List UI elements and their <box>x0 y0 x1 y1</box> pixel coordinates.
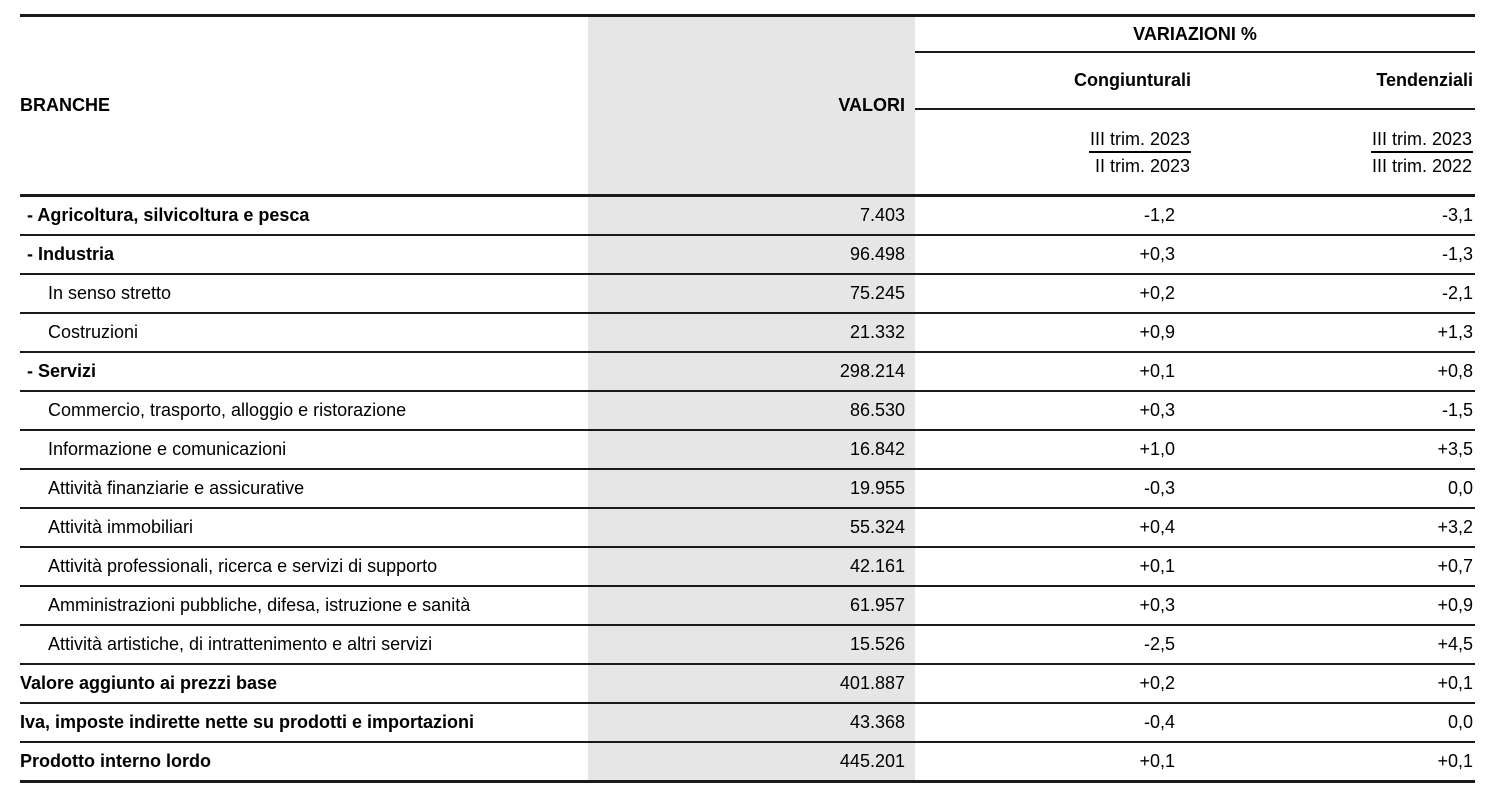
table-row: Commercio, trasporto, alloggio e ristora… <box>20 392 1475 431</box>
congiunturali-period-denominator: II trim. 2023 <box>1094 155 1190 176</box>
valori-value: 55.324 <box>588 509 915 546</box>
valori-value: 19.955 <box>588 470 915 507</box>
tendenziali-period-fraction: III trim. 2023 III trim. 2022 <box>1196 129 1475 176</box>
row-label: In senso stretto <box>48 283 172 303</box>
congiunturali-value: +0,3 <box>1139 400 1175 420</box>
row-label: - Industria <box>27 244 115 264</box>
tendenziali-value: -3,1 <box>1441 205 1473 225</box>
variazioni-header-group: VARIAZIONI % Congiunturali Tendenziali I… <box>915 17 1475 194</box>
table-row: Valore aggiunto ai prezzi base 401.887 +0,… <box>20 665 1475 704</box>
table-row: Attività immobiliari 55.324 +0,4 +3,2 <box>20 509 1475 548</box>
table-row: Attività professionali, ricerca e serviz… <box>20 548 1475 587</box>
table-header: BRANCHE VALORI VARIAZIONI % Congiuntural… <box>20 17 1475 197</box>
row-label: Attività finanziarie e assicurative <box>48 478 305 498</box>
tendenziali-value: +0,8 <box>1437 361 1473 381</box>
table-row: - Servizi 298.214 +0,1 +0,8 <box>20 353 1475 392</box>
row-label: Amministrazioni pubbliche, difesa, istru… <box>48 595 471 615</box>
tendenziali-value: -1,5 <box>1441 400 1473 420</box>
tendenziali-value: +4,5 <box>1437 634 1473 654</box>
tendenziali-value: +1,3 <box>1437 322 1473 342</box>
table-row: - Agricoltura, silvicoltura e pesca 7.403… <box>20 197 1475 236</box>
valori-value: 15.526 <box>588 626 915 663</box>
congiunturali-value: -0,3 <box>1143 478 1175 498</box>
column-header-tendenziali: Tendenziali <box>1376 70 1473 90</box>
congiunturali-value: +0,1 <box>1139 361 1175 381</box>
variazioni-title: VARIAZIONI % <box>915 17 1475 53</box>
table-row: - Industria 96.498 +0,3 -1,3 <box>20 236 1475 275</box>
table-row: Attività finanziarie e assicurative 19.95… <box>20 470 1475 509</box>
valori-band-header: VALORI <box>588 17 915 194</box>
tendenziali-value: +3,5 <box>1437 439 1473 459</box>
row-label: Valore aggiunto ai prezzi base <box>20 673 278 693</box>
table-row: Amministrazioni pubbliche, difesa, istru… <box>20 587 1475 626</box>
row-label: - Servizi <box>27 361 97 381</box>
congiunturali-value: +0,2 <box>1139 283 1175 303</box>
row-label: Iva, imposte indirette nette su prodotti… <box>20 712 475 732</box>
valori-value: 42.161 <box>588 548 915 585</box>
table-row: Attività artistiche, di intrattenimento … <box>20 626 1475 665</box>
valori-value: 21.332 <box>588 314 915 351</box>
column-header-valori: VALORI <box>838 95 905 115</box>
row-label: Informazione e comunicazioni <box>48 439 287 459</box>
congiunturali-value: +1,0 <box>1139 439 1175 459</box>
valori-value: 16.842 <box>588 431 915 468</box>
valori-value: 298.214 <box>588 353 915 390</box>
tendenziali-value: 0,0 <box>1447 478 1473 498</box>
valori-value: 86.530 <box>588 392 915 429</box>
valori-value: 96.498 <box>588 236 915 273</box>
table-body: - Agricoltura, silvicoltura e pesca 7.403… <box>20 197 1475 780</box>
congiunturali-value: -0,4 <box>1143 712 1175 732</box>
variazioni-periods: III trim. 2023 II trim. 2023 III trim. 2… <box>915 110 1475 194</box>
valori-value: 445.201 <box>588 743 915 780</box>
congiunturali-value: +0,2 <box>1139 673 1175 693</box>
congiunturali-value: +0,3 <box>1139 595 1175 615</box>
national-accounts-table: BRANCHE VALORI VARIAZIONI % Congiuntural… <box>20 14 1475 783</box>
column-header-branche: BRANCHE <box>20 95 110 115</box>
table-row: Prodotto interno lordo 445.201 +0,1 +0,1 <box>20 743 1475 780</box>
variazioni-subheaders: Congiunturali Tendenziali <box>915 53 1475 110</box>
valori-value: 7.403 <box>588 197 915 234</box>
congiunturali-period-fraction: III trim. 2023 II trim. 2023 <box>915 129 1196 176</box>
valori-value: 401.887 <box>588 665 915 702</box>
tendenziali-value: +0,1 <box>1437 751 1473 771</box>
congiunturali-value: +0,9 <box>1139 322 1175 342</box>
row-label: Prodotto interno lordo <box>20 751 211 771</box>
tendenziali-value: +0,9 <box>1437 595 1473 615</box>
table-row: Informazione e comunicazioni 16.842 +1,0 +3… <box>20 431 1475 470</box>
tendenziali-value: +3,2 <box>1437 517 1473 537</box>
congiunturali-period-numerator: III trim. 2023 <box>1088 129 1191 153</box>
table-row: Iva, imposte indirette nette su prodotti… <box>20 704 1475 743</box>
tendenziali-value: +0,1 <box>1437 673 1473 693</box>
tendenziali-value: -2,1 <box>1441 283 1473 303</box>
congiunturali-value: +0,3 <box>1139 244 1175 264</box>
row-label: - Agricoltura, silvicoltura e pesca <box>27 205 310 225</box>
valori-value: 61.957 <box>588 587 915 624</box>
tendenziali-value: 0,0 <box>1447 712 1473 732</box>
congiunturali-value: +0,1 <box>1139 751 1175 771</box>
table-row: In senso stretto 75.245 +0,2 -2,1 <box>20 275 1475 314</box>
valori-value: 43.368 <box>588 704 915 741</box>
tendenziali-period-numerator: III trim. 2023 <box>1370 129 1473 153</box>
row-label: Attività immobiliari <box>48 517 194 537</box>
row-label: Costruzioni <box>48 322 139 342</box>
congiunturali-value: +0,1 <box>1139 556 1175 576</box>
valori-value: 75.245 <box>588 275 915 312</box>
table-row: Costruzioni 21.332 +0,9 +1,3 <box>20 314 1475 353</box>
congiunturali-value: +0,4 <box>1139 517 1175 537</box>
row-label: Commercio, trasporto, alloggio e ristora… <box>48 400 407 420</box>
tendenziali-value: +0,7 <box>1437 556 1473 576</box>
tendenziali-period-denominator: III trim. 2022 <box>1371 155 1472 176</box>
row-label: Attività professionali, ricerca e serviz… <box>48 556 438 576</box>
column-header-congiunturali: Congiunturali <box>1074 70 1191 90</box>
row-label: Attività artistiche, di intrattenimento … <box>48 634 433 654</box>
congiunturali-value: -1,2 <box>1143 205 1175 225</box>
congiunturali-value: -2,5 <box>1143 634 1175 654</box>
tendenziali-value: -1,3 <box>1441 244 1473 264</box>
